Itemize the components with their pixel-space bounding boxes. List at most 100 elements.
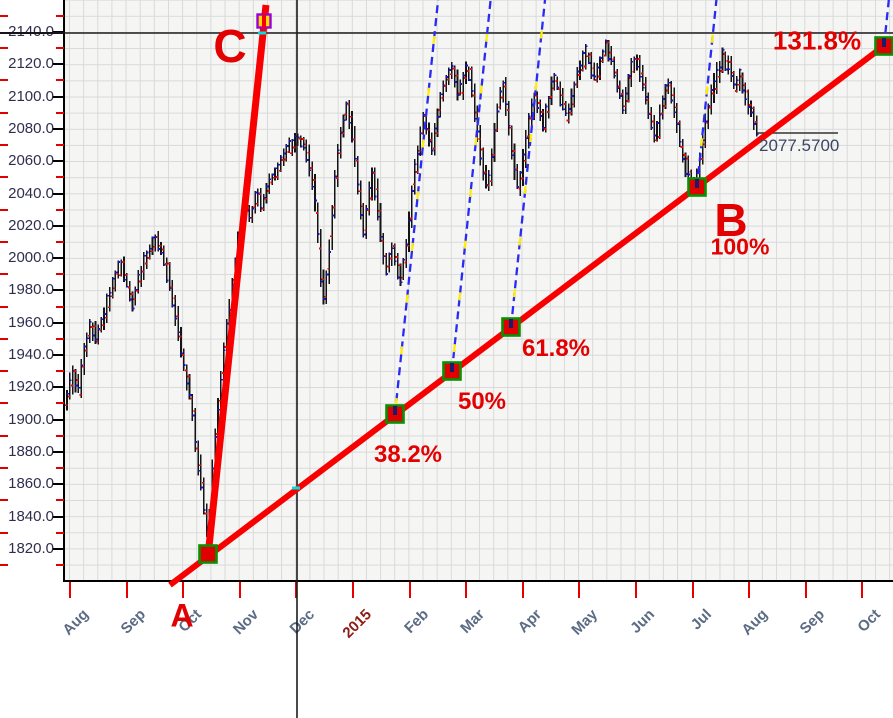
fib-label-131_8pct: 131.8%: [772, 25, 862, 56]
y-minor-tick: [56, 208, 64, 211]
y-major-tick: [53, 418, 64, 421]
y-minor-tick: [56, 499, 64, 502]
x-tick: [748, 582, 750, 598]
y-major-tick: [53, 289, 64, 292]
y-minor-tick: [0, 208, 8, 211]
fib-projection-dashed-line[interactable]: [393, 0, 440, 415]
y-minor-tick: [56, 111, 64, 114]
fib-label-c: C: [213, 20, 247, 72]
x-tick: [409, 582, 411, 598]
y-minor-tick: [56, 531, 64, 534]
y-minor-tick: [0, 111, 8, 114]
x-tick: [239, 582, 241, 598]
trendline-a-to-131[interactable]: [168, 36, 893, 588]
y-minor-tick: [56, 240, 64, 243]
y-major-tick: [53, 224, 64, 227]
crosshair-intersection-tick: [258, 31, 266, 35]
y-minor-tick: [0, 337, 8, 340]
y-axis-label: 2040.0: [8, 184, 54, 202]
y-minor-tick: [56, 402, 64, 405]
y-minor-tick: [56, 14, 64, 17]
y-axis-line: [63, 0, 65, 582]
y-axis-label: 2100.0: [8, 87, 54, 105]
fib-label-b: B: [714, 194, 748, 246]
y-axis-label: 1840.0: [8, 507, 54, 525]
y-minor-tick: [56, 176, 64, 179]
y-axis-label: 2000.0: [8, 249, 54, 267]
y-minor-tick: [0, 144, 8, 147]
y-minor-tick: [0, 240, 8, 243]
crosshair-intersection-tick: [292, 486, 300, 490]
y-minor-tick: [56, 337, 64, 340]
y-major-tick: [53, 192, 64, 195]
y-major-tick: [53, 160, 64, 163]
y-minor-tick: [0, 402, 8, 405]
y-axis-label: 2140.0: [0, 23, 54, 41]
y-minor-tick: [0, 305, 8, 308]
x-tick: [578, 582, 580, 598]
x-tick: [805, 582, 807, 598]
y-axis-label: 1860.0: [8, 475, 54, 493]
y-minor-tick: [56, 563, 64, 566]
y-axis-label: 1900.0: [8, 410, 54, 428]
y-minor-tick: [0, 14, 8, 17]
y-major-tick: [53, 257, 64, 260]
x-tick: [465, 582, 467, 598]
y-minor-tick: [56, 79, 64, 82]
fib-marker-61.8pct[interactable]: [501, 317, 521, 337]
y-major-tick: [53, 63, 64, 66]
y-minor-tick: [56, 467, 64, 470]
fib-marker-38.2pct[interactable]: [385, 404, 405, 424]
fib-label-50pct: 50%: [457, 388, 507, 415]
y-major-tick: [53, 95, 64, 98]
y-minor-tick: [0, 563, 8, 566]
y-major-tick: [53, 354, 64, 356]
y-axis-label: 1820.0: [8, 539, 54, 557]
fib-marker-c[interactable]: [256, 13, 272, 29]
y-axis-label: 2060.0: [8, 152, 54, 170]
y-minor-tick: [0, 273, 8, 276]
y-minor-tick: [0, 531, 8, 534]
y-minor-tick: [56, 370, 64, 373]
x-tick: [69, 582, 71, 598]
y-minor-tick: [56, 273, 64, 276]
x-tick: [635, 582, 637, 598]
x-tick: [352, 582, 354, 598]
fib-projection-dashed-line[interactable]: [509, 0, 547, 328]
y-minor-tick: [0, 434, 8, 437]
y-major-tick: [53, 386, 64, 389]
y-major-tick: [53, 515, 64, 518]
y-minor-tick: [0, 499, 8, 502]
y-minor-tick: [0, 370, 8, 373]
y-major-tick: [53, 127, 64, 130]
x-tick: [295, 582, 297, 598]
fib-projection-dashed-line[interactable]: [450, 0, 492, 372]
x-tick: [126, 582, 128, 598]
x-tick: [182, 582, 184, 598]
fib-projection-dashed-line[interactable]: [695, 0, 718, 188]
last-price-value: 2077.5700: [759, 136, 840, 155]
y-minor-tick: [0, 79, 8, 82]
fib-marker-B[interactable]: [687, 177, 707, 197]
y-axis-label: 1960.0: [8, 313, 54, 331]
crosshair-strikethrough: [0, 32, 64, 34]
y-axis-label: 2120.0: [8, 55, 54, 73]
y-minor-tick: [56, 144, 64, 147]
x-axis-line: [63, 580, 893, 582]
y-minor-tick: [0, 47, 8, 50]
y-major-tick: [53, 321, 64, 324]
trendline-a-to-c[interactable]: [204, 4, 270, 557]
fib-label-38_2pct: 38.2%: [373, 441, 443, 468]
fib-marker-50pct[interactable]: [442, 361, 462, 381]
x-tick: [692, 582, 694, 598]
fib-marker-A[interactable]: [198, 544, 218, 564]
y-minor-tick: [0, 176, 8, 179]
y-minor-tick: [56, 47, 64, 50]
y-major-tick: [53, 483, 64, 486]
y-minor-tick: [56, 305, 64, 308]
